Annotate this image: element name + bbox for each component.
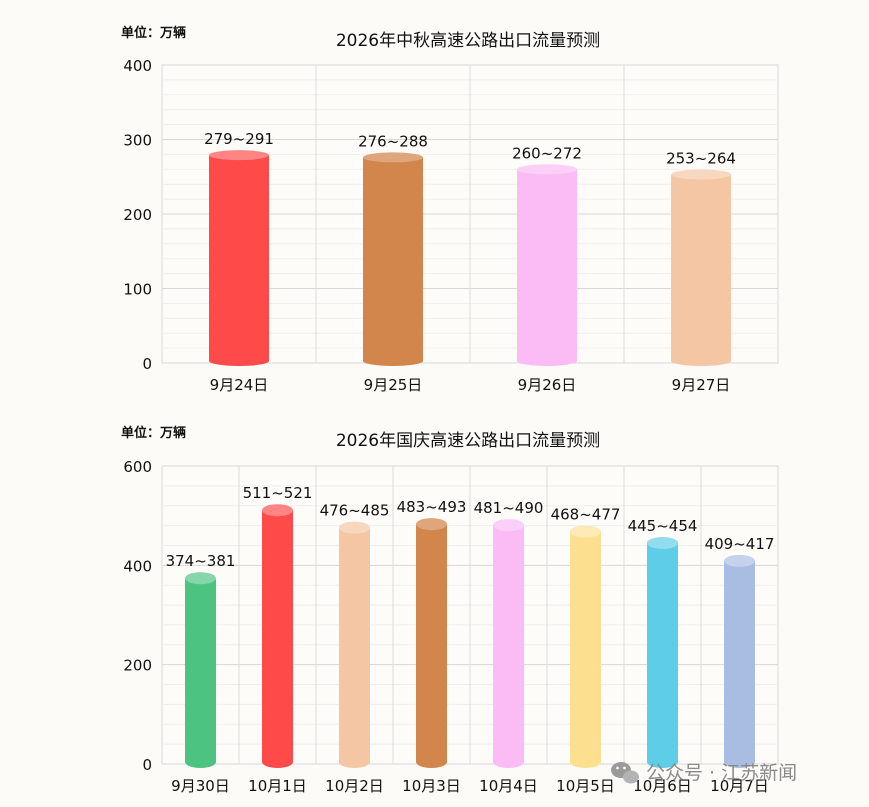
chart1-bar (209, 150, 269, 366)
chart2-bar-cap (262, 504, 293, 517)
chart2-x-tick-label: 10月6日 (633, 777, 692, 795)
chart2-data-label: 483~493 (397, 498, 467, 516)
chart2-x-tick-label: 10月2日 (325, 777, 384, 795)
chart2-x-tick-label: 10月4日 (479, 777, 538, 795)
chart2-bar-cap (570, 525, 601, 538)
chart1-y-tick-label: 400 (123, 57, 152, 75)
chart2-y-tick-label: 400 (123, 557, 152, 575)
chart1-bar-cap (517, 164, 577, 175)
chart2-data-label: 409~417 (705, 535, 775, 553)
chart1-bar-body (517, 169, 577, 361)
chart1-bar-cap (209, 150, 269, 161)
chart2-data-label: 374~381 (166, 552, 236, 570)
chart2-data-label: 468~477 (551, 506, 621, 524)
chart2-bar (262, 504, 293, 768)
chart2-x-tick-label: 9月30日 (171, 777, 230, 795)
chart2-bar (416, 518, 447, 768)
chart2-bar-body (647, 542, 678, 762)
chart1-y-tick-label: 100 (123, 281, 152, 299)
chart2-bar (493, 519, 524, 768)
chart2-x-tick-label: 10月1日 (248, 777, 307, 795)
chart1-x-tick-label: 9月27日 (672, 376, 731, 394)
chart2-y-tick-label: 200 (123, 657, 152, 675)
chart2-bar-body (185, 578, 216, 762)
chart1-unit-label: 单位：万辆 (121, 25, 186, 41)
watermark: 公众号 · 江苏新闻 (611, 762, 797, 784)
chart2-x-tick-label: 10月7日 (710, 777, 769, 795)
chart2-bar-body (262, 510, 293, 762)
chart2-y-tick-label: 0 (142, 756, 152, 774)
chart2-x-tick-label: 10月3日 (402, 777, 461, 795)
chart2-bar-cap (416, 518, 447, 531)
watermark-text: 公众号 · 江苏新闻 (646, 762, 797, 784)
chart2-bar (647, 536, 678, 768)
chart1-y-tick-label: 300 (123, 132, 152, 150)
chart2-bar (185, 572, 216, 768)
chart1-bar-cap (363, 152, 423, 163)
chart2-bar-body (416, 524, 447, 762)
chart1-data-label: 279~291 (204, 130, 274, 148)
chart2-bar-body (724, 560, 755, 762)
chart2-data-label: 511~521 (243, 484, 313, 502)
chart2-data-label: 476~485 (320, 502, 390, 520)
chart1-y-tick-label: 0 (142, 355, 152, 373)
chart1-data-label: 276~288 (358, 132, 428, 150)
chart2-x-tick-label: 10月5日 (556, 777, 615, 795)
chart1-bar (363, 152, 423, 366)
chart1-bar (517, 164, 577, 366)
chart2-bar-cap (185, 572, 216, 585)
chart2-bar-cap (647, 536, 678, 549)
chart2-y-tick-label: 600 (123, 458, 152, 476)
chart1-bar-body (209, 155, 269, 361)
chart2-data-label: 445~454 (628, 517, 698, 535)
chart1-data-label: 253~264 (666, 150, 736, 168)
chart2-bar-cap (339, 521, 370, 534)
chart2-bar-body (339, 527, 370, 762)
chart1-bar-body (363, 157, 423, 361)
wechat-icon (611, 762, 639, 784)
chart1-y-tick-label: 200 (123, 206, 152, 224)
chart2-unit-label: 单位：万辆 (121, 425, 186, 441)
chart1-bar-cap (671, 169, 731, 180)
chart1-x-tick-label: 9月24日 (210, 376, 269, 394)
chart1-title: 2026年中秋高速公路出口流量预测 (336, 31, 600, 51)
chart1-x-tick-label: 9月26日 (518, 376, 577, 394)
chart1-x-tick-label: 9月25日 (364, 376, 423, 394)
chart2-bar-cap (493, 519, 524, 532)
chart2-plot: 0 200 400 600 374~381 9月30日 511~521 10月1日 476~48… (123, 458, 779, 795)
chart2-bar (724, 554, 755, 768)
chart2-bar-body (493, 525, 524, 762)
chart2-title: 2026年国庆高速公路出口流量预测 (336, 431, 600, 451)
chart1-bar (671, 169, 731, 366)
chart1-data-label: 260~272 (512, 144, 582, 162)
chart1-plot: 0 100 200 300 400 279~291 9月24日 276~288 9月25日 260… (123, 57, 779, 394)
chart2-bar (339, 521, 370, 768)
chart1-bar-body (671, 174, 731, 361)
chart2-bar-cap (724, 554, 755, 567)
chart2-bar (570, 525, 601, 768)
chart2-bar-body (570, 531, 601, 762)
chart2-data-label: 481~490 (474, 499, 544, 517)
